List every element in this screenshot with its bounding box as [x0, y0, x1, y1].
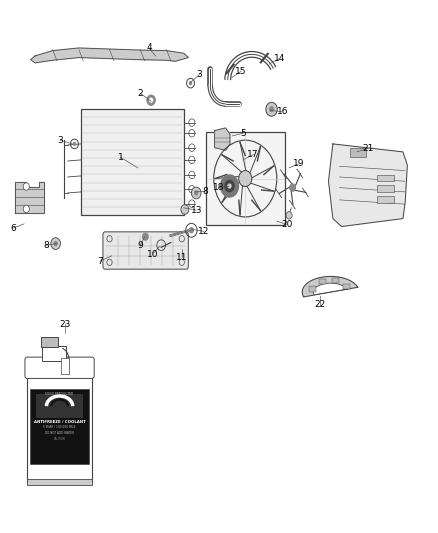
Polygon shape — [302, 277, 358, 297]
Text: 5 YEAR / 100,000 MILE: 5 YEAR / 100,000 MILE — [43, 425, 76, 430]
Circle shape — [269, 106, 274, 112]
Bar — [332, 278, 339, 283]
Bar — [377, 185, 394, 192]
Bar — [206, 132, 285, 225]
Text: 13: 13 — [191, 206, 202, 214]
Text: 17: 17 — [247, 150, 259, 159]
Circle shape — [220, 174, 239, 198]
Text: 10: 10 — [147, 250, 158, 259]
Polygon shape — [215, 128, 230, 150]
Bar — [41, 337, 58, 347]
Circle shape — [73, 142, 76, 146]
Polygon shape — [15, 182, 44, 213]
Circle shape — [149, 98, 153, 103]
Text: 12: 12 — [198, 227, 209, 236]
Circle shape — [51, 238, 60, 249]
Circle shape — [142, 233, 148, 240]
Circle shape — [289, 183, 296, 192]
Text: 5: 5 — [240, 129, 246, 138]
Text: 8: 8 — [202, 187, 208, 196]
Bar — [309, 286, 316, 292]
Bar — [377, 196, 394, 203]
Bar — [27, 361, 92, 482]
Text: 7: 7 — [97, 257, 103, 265]
Bar — [81, 109, 184, 215]
Text: DO NOT ADD WATER: DO NOT ADD WATER — [45, 431, 74, 435]
Bar — [319, 279, 326, 284]
Text: 4: 4 — [146, 44, 152, 52]
Polygon shape — [31, 48, 188, 63]
Circle shape — [194, 190, 198, 196]
Text: 21: 21 — [362, 144, 374, 152]
Text: 20: 20 — [281, 220, 293, 229]
Text: 23: 23 — [59, 320, 71, 328]
Text: 8: 8 — [43, 241, 49, 249]
Circle shape — [227, 183, 232, 189]
Text: 3: 3 — [57, 136, 64, 144]
Bar — [30, 389, 89, 464]
Text: 11: 11 — [176, 253, 187, 262]
Text: 50/50 PREDILUTED: 50/50 PREDILUTED — [46, 392, 74, 396]
Circle shape — [23, 205, 29, 213]
Text: ANTIFREEZE / COOLANT: ANTIFREEZE / COOLANT — [34, 419, 85, 424]
Text: 22: 22 — [314, 301, 325, 309]
Text: 1: 1 — [117, 153, 124, 161]
Circle shape — [191, 187, 201, 199]
Text: CAUTION: CAUTION — [54, 437, 65, 441]
Text: 14: 14 — [274, 54, 285, 63]
Circle shape — [286, 212, 292, 219]
Text: 15: 15 — [235, 67, 247, 76]
FancyBboxPatch shape — [25, 357, 94, 378]
Bar — [350, 148, 366, 157]
Text: 3: 3 — [196, 70, 202, 79]
Circle shape — [53, 241, 58, 246]
Circle shape — [189, 81, 192, 85]
Bar — [27, 479, 92, 485]
Text: 2: 2 — [138, 89, 143, 98]
Text: 6: 6 — [10, 224, 16, 232]
Bar — [36, 394, 83, 418]
Circle shape — [189, 227, 194, 233]
Text: 18: 18 — [213, 183, 224, 191]
Bar — [61, 358, 69, 374]
Circle shape — [147, 95, 155, 106]
Text: 9: 9 — [137, 241, 143, 249]
Text: 19: 19 — [293, 159, 305, 168]
Circle shape — [224, 180, 235, 192]
FancyBboxPatch shape — [103, 232, 188, 269]
Circle shape — [181, 205, 189, 214]
Polygon shape — [328, 144, 407, 227]
Circle shape — [23, 183, 29, 190]
Bar — [42, 346, 66, 361]
Bar — [377, 175, 394, 181]
Text: 16: 16 — [277, 108, 288, 116]
Circle shape — [266, 102, 277, 116]
Bar — [343, 284, 350, 289]
Text: MOPAR: MOPAR — [52, 386, 67, 390]
Circle shape — [239, 171, 252, 187]
